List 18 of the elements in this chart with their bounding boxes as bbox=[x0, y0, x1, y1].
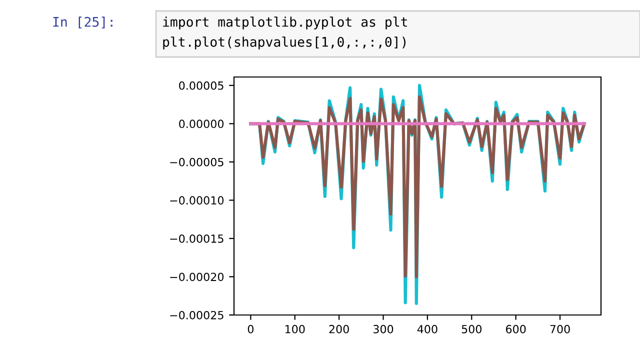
y-tick-label: −0.00005 bbox=[170, 158, 224, 166]
y-tick-label: 0.00005 bbox=[179, 81, 224, 90]
x-tick-label: 200 bbox=[329, 324, 349, 334]
x-tick-label: 0 bbox=[248, 324, 254, 334]
y-tick-label: 0.00000 bbox=[179, 120, 224, 128]
text: In [25]: bbox=[53, 16, 112, 28]
x-tick-label: 700 bbox=[550, 324, 570, 334]
y-tick-label: −0.00015 bbox=[170, 234, 224, 243]
text: import matplotlib.pyplot as plt bbox=[163, 16, 407, 30]
x-tick-label: 500 bbox=[462, 324, 482, 334]
y-tick-label: −0.00010 bbox=[170, 196, 224, 205]
text: plt.plot(shapvalues[1,0,:,:,0]) bbox=[163, 36, 406, 50]
y-tick-label: −0.00020 bbox=[170, 272, 224, 282]
y-tick-label: −0.00025 bbox=[170, 310, 224, 320]
x-tick-label: 600 bbox=[506, 324, 526, 334]
x-tick-label: 400 bbox=[417, 324, 438, 334]
x-tick-label: 100 bbox=[285, 324, 305, 334]
x-tick-label: 300 bbox=[373, 324, 394, 334]
